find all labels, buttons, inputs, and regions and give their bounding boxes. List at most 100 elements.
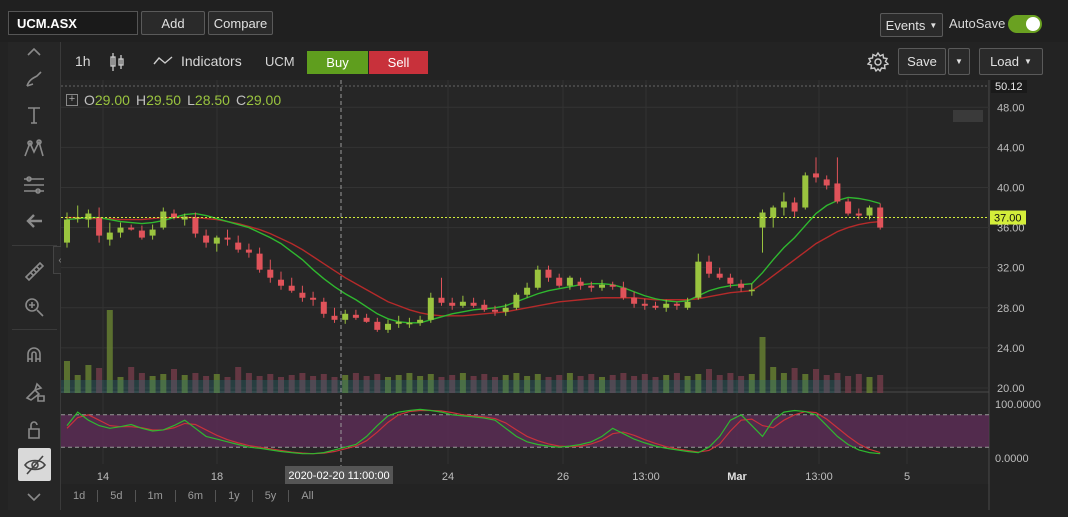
add-button[interactable]: Add <box>141 11 205 35</box>
candle-body <box>85 213 92 220</box>
candle-body <box>470 302 477 306</box>
drawing-toolbar <box>8 42 61 510</box>
volume-bar <box>791 368 798 393</box>
expand-legend-icon[interactable]: + <box>66 94 78 106</box>
volume-bar <box>470 376 477 393</box>
candle-body <box>427 297 434 320</box>
volume-bar <box>149 376 156 393</box>
candle-body <box>171 213 177 218</box>
top-label-bg <box>991 80 1027 93</box>
interval-selector[interactable]: 1h <box>75 53 91 69</box>
candlestick-type-icon[interactable] <box>109 51 125 78</box>
period-5y[interactable]: 5y <box>253 490 290 502</box>
volume-bar <box>877 375 884 393</box>
oscillator-band <box>61 414 989 448</box>
volume-bar <box>599 377 605 393</box>
period-1y[interactable]: 1y <box>216 490 253 502</box>
high-value: 29.50 <box>146 92 182 108</box>
candle-body <box>695 261 702 298</box>
volume-bar <box>566 373 573 393</box>
candle-body <box>524 287 531 295</box>
candle-body <box>620 287 627 298</box>
back-arrow-icon[interactable] <box>19 206 49 236</box>
candle-body <box>352 314 359 318</box>
volume-bar <box>545 377 552 393</box>
candle-body <box>566 277 573 286</box>
volume-bar <box>171 369 177 393</box>
candle-body <box>770 207 777 218</box>
volume-bar <box>192 373 199 393</box>
unlock-icon[interactable] <box>19 414 49 444</box>
hide-drawings-icon[interactable] <box>18 448 51 481</box>
volume-bar <box>160 374 167 393</box>
chart-canvas[interactable]: 48.00 44.00 40.00 36.00 32.00 28.00 24.00 20.00… <box>61 80 1051 510</box>
candle-body <box>138 230 145 238</box>
top-bar: UCM.ASX Add Compare Events ▼ AutoSave <box>0 0 1068 42</box>
y-tick-label: 20.00 <box>997 383 1025 395</box>
save-options-dropdown[interactable]: ▼ <box>948 48 970 75</box>
autosave-toggle[interactable] <box>1008 15 1042 33</box>
scroll-down-icon[interactable] <box>19 488 49 506</box>
candle-body <box>96 217 103 236</box>
candle-body <box>310 297 317 300</box>
candle-body <box>652 305 659 308</box>
pattern-tool-icon[interactable] <box>19 134 49 164</box>
volume-bar <box>641 374 648 393</box>
volume-bar <box>224 377 231 393</box>
candle-body <box>748 289 755 292</box>
save-button[interactable]: Save <box>898 48 946 75</box>
chevron-down-icon: ▼ <box>929 20 938 30</box>
buy-button[interactable]: Buy <box>307 51 368 74</box>
candle-body <box>823 179 830 186</box>
period-1d[interactable]: 1d <box>61 490 99 502</box>
period-1m[interactable]: 1m <box>136 490 176 502</box>
period-all[interactable]: All <box>301 490 314 502</box>
y-tick-label: 24.00 <box>997 343 1025 355</box>
x-tick-label: Mar <box>727 471 747 483</box>
volume-bar <box>652 377 659 393</box>
load-dropdown[interactable]: Load ▼ <box>979 48 1043 75</box>
volume-bar <box>588 374 595 393</box>
volume-bar <box>64 361 70 393</box>
volume-bar <box>834 373 841 393</box>
brush-icon[interactable] <box>19 64 49 94</box>
y-axis-panel <box>989 80 1051 510</box>
y-top-label: 50.12 <box>995 81 1023 93</box>
candle-body <box>459 301 466 306</box>
period-5d[interactable]: 5d <box>98 490 136 502</box>
candle-body <box>513 294 520 308</box>
settings-gear-icon[interactable] <box>866 51 890 78</box>
candle-body <box>449 302 456 306</box>
candle-body <box>738 283 745 288</box>
volume-bar <box>74 375 81 393</box>
events-dropdown[interactable]: Events ▼ <box>880 13 943 37</box>
candle-body <box>224 237 231 240</box>
last-price-tag <box>990 210 1026 225</box>
symbol-input[interactable]: UCM.ASX <box>8 11 138 35</box>
sell-button[interactable]: Sell <box>369 51 428 74</box>
indicators-button[interactable]: Indicators <box>181 53 242 69</box>
candle-body <box>791 202 798 212</box>
y-tick-label: 32.00 <box>997 263 1025 275</box>
period-6m[interactable]: 6m <box>176 490 217 502</box>
scroll-up-icon[interactable] <box>19 42 49 62</box>
text-tool-icon[interactable] <box>19 100 49 130</box>
volume-bar <box>438 377 445 393</box>
ruler-icon[interactable] <box>19 256 49 286</box>
lock-drawing-icon[interactable] <box>19 376 49 406</box>
candle-body <box>320 301 327 314</box>
magnet-icon[interactable] <box>19 340 49 370</box>
last-price-label: 37.00 <box>994 213 1022 225</box>
volume-bar <box>663 375 670 393</box>
price-chart[interactable]: 48.00 44.00 40.00 36.00 32.00 28.00 24.00 20.00… <box>61 80 1051 510</box>
volume-bar <box>331 377 338 393</box>
compare-button[interactable]: Compare <box>208 11 273 35</box>
zoom-in-icon[interactable] <box>19 292 49 322</box>
fibonacci-icon[interactable] <box>19 170 49 200</box>
candle-body <box>278 279 284 286</box>
candle-body <box>299 292 306 298</box>
candle-body <box>845 201 852 214</box>
volume-band <box>61 380 841 393</box>
indicators-icon[interactable] <box>153 54 173 73</box>
volume-bar <box>759 337 766 393</box>
